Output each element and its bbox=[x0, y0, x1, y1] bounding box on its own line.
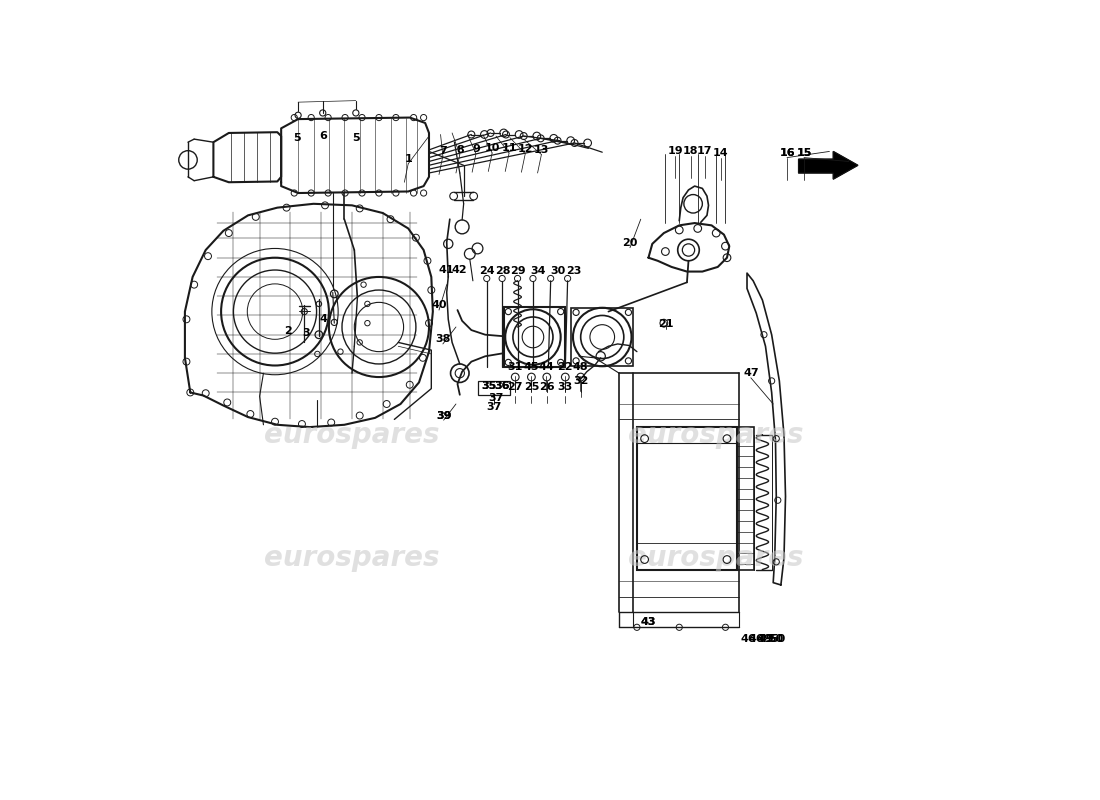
Text: 47: 47 bbox=[742, 368, 759, 378]
Text: 6: 6 bbox=[319, 131, 327, 141]
Text: 25: 25 bbox=[524, 382, 539, 392]
Text: 30: 30 bbox=[550, 266, 565, 276]
Text: 40: 40 bbox=[431, 301, 447, 310]
Text: 37: 37 bbox=[487, 402, 502, 412]
Text: 45: 45 bbox=[524, 362, 539, 372]
Text: 43: 43 bbox=[640, 617, 657, 627]
Bar bbox=[572, 308, 634, 366]
Bar bbox=[737, 427, 754, 570]
Text: 11: 11 bbox=[502, 143, 517, 154]
Text: 15: 15 bbox=[796, 148, 812, 158]
Text: 37: 37 bbox=[488, 393, 504, 403]
Text: 35: 35 bbox=[482, 382, 497, 391]
Text: 34: 34 bbox=[530, 266, 546, 276]
Text: 43: 43 bbox=[640, 617, 657, 627]
Text: 8: 8 bbox=[455, 145, 464, 155]
Text: 19: 19 bbox=[668, 146, 683, 157]
Text: eurospares: eurospares bbox=[264, 544, 440, 572]
Text: 49: 49 bbox=[758, 634, 774, 644]
Text: 41: 41 bbox=[439, 265, 454, 275]
Bar bbox=[637, 427, 737, 570]
Text: eurospares: eurospares bbox=[628, 421, 804, 449]
Text: 17: 17 bbox=[697, 146, 713, 157]
Text: 46: 46 bbox=[748, 634, 764, 644]
Text: 44: 44 bbox=[538, 362, 554, 372]
Text: 22: 22 bbox=[557, 362, 572, 372]
Text: 21: 21 bbox=[659, 319, 674, 329]
Text: 13: 13 bbox=[534, 145, 549, 155]
Text: 7: 7 bbox=[439, 146, 447, 157]
Text: 36: 36 bbox=[494, 382, 510, 391]
Text: 10: 10 bbox=[484, 143, 499, 154]
Text: 9: 9 bbox=[472, 144, 480, 154]
Text: 42: 42 bbox=[452, 265, 468, 275]
Text: 29: 29 bbox=[509, 266, 526, 276]
Text: 4: 4 bbox=[320, 314, 328, 324]
Text: 39: 39 bbox=[436, 410, 451, 421]
Text: 12: 12 bbox=[517, 144, 534, 154]
Text: eurospares: eurospares bbox=[264, 421, 440, 449]
Text: 32: 32 bbox=[573, 376, 588, 386]
Text: 1: 1 bbox=[405, 154, 412, 164]
Bar bbox=[477, 381, 510, 394]
Text: 46: 46 bbox=[740, 634, 757, 644]
Text: 14: 14 bbox=[713, 148, 728, 158]
Text: 24: 24 bbox=[478, 266, 495, 276]
Text: 36: 36 bbox=[494, 382, 510, 391]
Polygon shape bbox=[799, 151, 858, 179]
Text: 16: 16 bbox=[779, 148, 795, 158]
Text: 5: 5 bbox=[293, 134, 300, 143]
Text: 3: 3 bbox=[302, 328, 309, 338]
Text: 5: 5 bbox=[352, 134, 360, 143]
Text: 49: 49 bbox=[756, 634, 772, 644]
Text: 48: 48 bbox=[572, 362, 587, 372]
Text: 35: 35 bbox=[482, 382, 497, 391]
Text: 50: 50 bbox=[770, 634, 785, 644]
Text: 2: 2 bbox=[284, 326, 292, 336]
Text: 33: 33 bbox=[558, 382, 573, 392]
Text: 15: 15 bbox=[796, 148, 812, 158]
Text: 50: 50 bbox=[769, 634, 784, 644]
Text: eurospares: eurospares bbox=[628, 544, 804, 572]
Text: 39: 39 bbox=[436, 410, 451, 421]
Bar bbox=[504, 307, 565, 367]
Text: 16: 16 bbox=[779, 148, 795, 158]
Text: 31: 31 bbox=[507, 362, 522, 372]
Text: 26: 26 bbox=[539, 382, 554, 392]
Text: 23: 23 bbox=[566, 266, 582, 276]
Text: 18: 18 bbox=[683, 146, 698, 157]
Text: 27: 27 bbox=[507, 382, 522, 392]
Text: 38: 38 bbox=[436, 334, 451, 344]
Text: 28: 28 bbox=[495, 266, 510, 276]
Text: 20: 20 bbox=[623, 238, 638, 248]
